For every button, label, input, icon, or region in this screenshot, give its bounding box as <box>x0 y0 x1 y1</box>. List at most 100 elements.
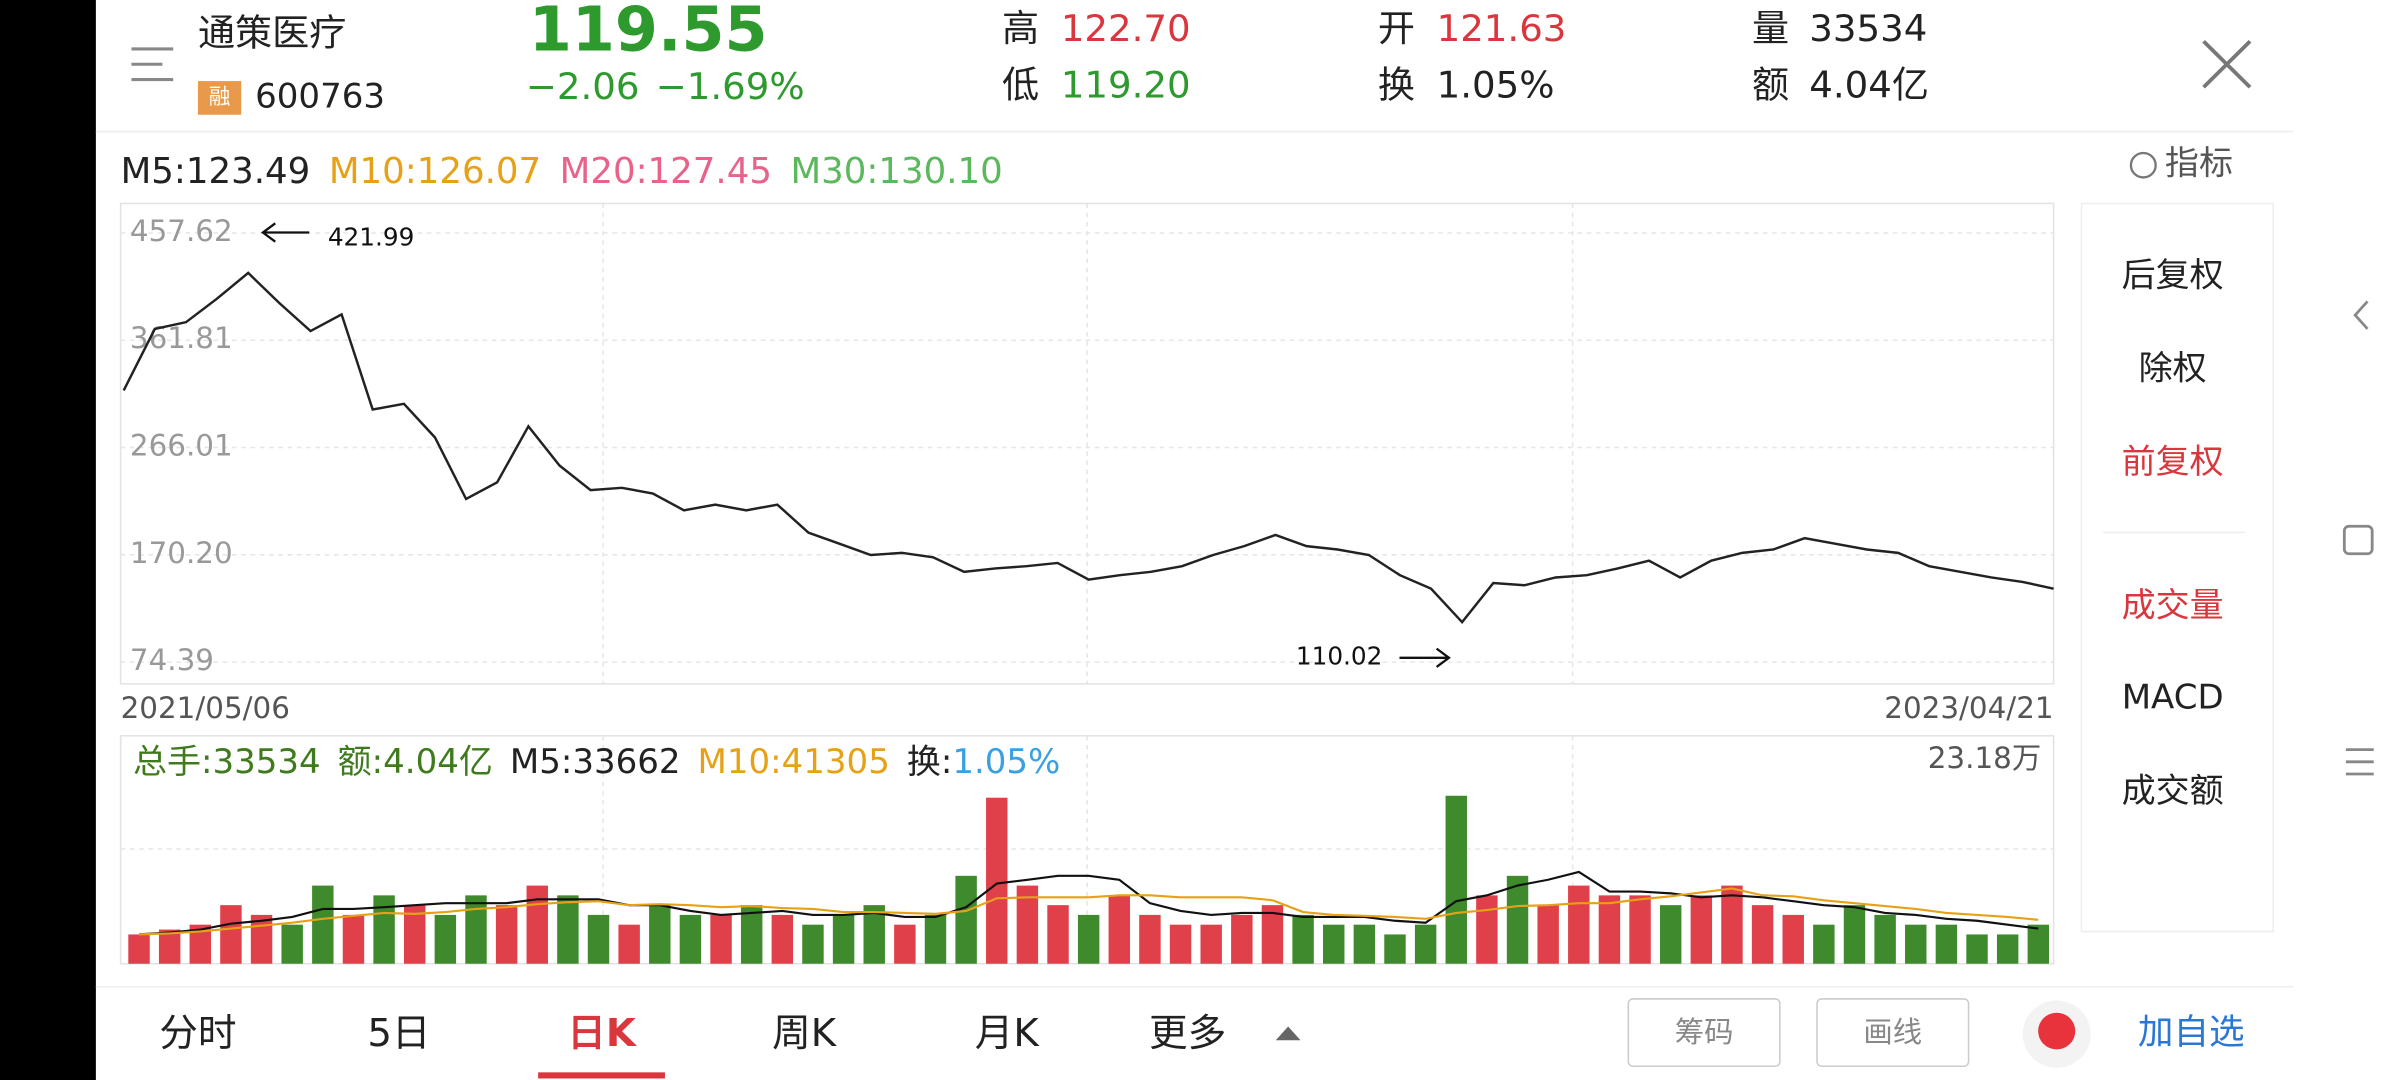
volume-bar <box>342 914 365 964</box>
volume-legend: 额:4.04亿 <box>338 742 493 781</box>
add-watchlist[interactable]: 加自选 <box>2138 1012 2245 1053</box>
tab[interactable]: 日K <box>567 1011 637 1056</box>
volume-bar <box>802 924 824 964</box>
volume-bar <box>1231 914 1253 964</box>
button[interactable]: 筹码 <box>1675 1015 1734 1049</box>
side-item[interactable]: 成交量 <box>2122 586 2224 625</box>
x-tick-label: 2021/05/06 <box>121 691 290 725</box>
volume-bar <box>1077 914 1100 964</box>
volume-bar <box>526 885 548 964</box>
y-tick-label: 457.62 <box>130 214 233 248</box>
volume-legend: 总手:33534 <box>133 742 321 781</box>
volume-bar <box>2027 924 2050 964</box>
volume-bar <box>1782 914 1804 964</box>
menu-icon[interactable] <box>131 47 174 82</box>
volume-bar <box>1537 905 1559 964</box>
indicator-button[interactable]: 指标 <box>2165 144 2233 183</box>
volume-bar <box>1843 905 1866 964</box>
system-nav <box>2342 300 2374 776</box>
stat-value: 122.70 <box>1061 7 1191 50</box>
volume-bar <box>281 924 303 964</box>
volume-bar <box>1047 905 1069 964</box>
max-annotation: 421.99 <box>328 223 415 252</box>
side-item[interactable]: 成交额 <box>2122 771 2224 810</box>
tab[interactable]: 分时 <box>159 1011 236 1056</box>
volume-bar <box>1016 885 1039 964</box>
price-chart: 457.62 361.81 266.01 170.20 74.39 2021/05/06 2… <box>121 214 2054 725</box>
button-frame[interactable] <box>1627 998 1781 1067</box>
min-annotation: 110.02 <box>1296 642 1383 671</box>
volume-chart: 23.18万 总手:33534 额:4.04亿 M5:33662 M10:41305 换:… <box>128 741 2050 964</box>
volume-bar <box>495 905 518 964</box>
tab[interactable]: 月K <box>975 1011 1041 1056</box>
change-pct: −1.69% <box>656 65 805 108</box>
volume-bar <box>1323 924 1345 964</box>
volume-bar <box>649 905 671 964</box>
volume-bar <box>312 885 334 964</box>
side-item[interactable]: 后复权 <box>2122 256 2224 295</box>
side-item[interactable]: MACD <box>2122 678 2224 717</box>
stat-value: 1.05% <box>1437 64 1555 107</box>
volume-bar <box>1721 885 1743 964</box>
indicator-icon[interactable] <box>2129 151 2157 179</box>
volume-bar <box>1659 905 1682 964</box>
x-tick-label: 2023/04/21 <box>1884 691 2053 725</box>
volume-bar <box>771 914 794 964</box>
volume-bar <box>1813 924 1835 964</box>
volume-bar <box>434 914 457 964</box>
change: −2.06 <box>526 65 640 108</box>
volume-bar <box>1353 924 1376 964</box>
more-arrow[interactable] <box>1275 1026 1301 1041</box>
stat-label: 量 <box>1752 7 1789 50</box>
button-frame[interactable] <box>1816 998 1970 1067</box>
tab[interactable]: 周K <box>772 1011 838 1056</box>
side-frame <box>2080 202 2274 933</box>
volume-bar <box>1261 905 1284 964</box>
volume-bar <box>404 905 426 964</box>
stat-label: 额 <box>1752 64 1789 107</box>
tab[interactable]: 5日 <box>367 1011 430 1056</box>
volume-bar <box>679 914 702 964</box>
volume-bar <box>1751 905 1774 964</box>
ma-line <box>138 887 2039 936</box>
volume-bar <box>618 924 640 964</box>
volume-bar <box>158 929 181 964</box>
volume-bar <box>128 934 150 964</box>
price-line <box>122 271 2054 625</box>
volume-bar <box>1874 914 1896 964</box>
volume-legend: M5:33662 <box>510 742 681 781</box>
tabs: 分时 5日 日K 周K 月K 更多 <box>159 1011 1226 1056</box>
volume-legend: 1.05% <box>952 742 1060 781</box>
volume-bar <box>924 914 947 964</box>
tab[interactable]: 更多 <box>1149 1011 1226 1056</box>
stock-code: 600763 <box>255 77 385 116</box>
side-item[interactable]: 除权 <box>2139 349 2207 388</box>
v-grid <box>120 735 2054 964</box>
volume-bar <box>465 895 487 964</box>
record-button[interactable] <box>2038 1012 2076 1050</box>
y-tick-label: 23.18万 <box>1928 741 2041 775</box>
volume-bar <box>1629 895 1651 964</box>
volume-bar <box>1414 924 1437 964</box>
volume-bar <box>189 924 212 964</box>
volume-bar <box>1384 934 1406 964</box>
stat-value: 33534 <box>1809 7 1927 50</box>
ma-label: M30:130.10 <box>791 151 1003 192</box>
volume-bar <box>1690 895 1713 964</box>
badge <box>197 81 242 115</box>
stat-label: 低 <box>1002 64 1039 107</box>
stat-label: 高 <box>1002 7 1039 50</box>
y-tick-label: 361.81 <box>130 321 233 355</box>
volume-bar <box>557 895 579 964</box>
close-button[interactable] <box>2202 39 2252 89</box>
y-tick-label: 266.01 <box>130 429 233 463</box>
side-item[interactable]: 前复权 <box>2122 442 2224 481</box>
button[interactable]: 画线 <box>1863 1015 1922 1049</box>
volume-bar <box>1935 924 1958 964</box>
volume-bar <box>1966 934 1988 964</box>
y-tick-label: 170.20 <box>130 536 233 570</box>
